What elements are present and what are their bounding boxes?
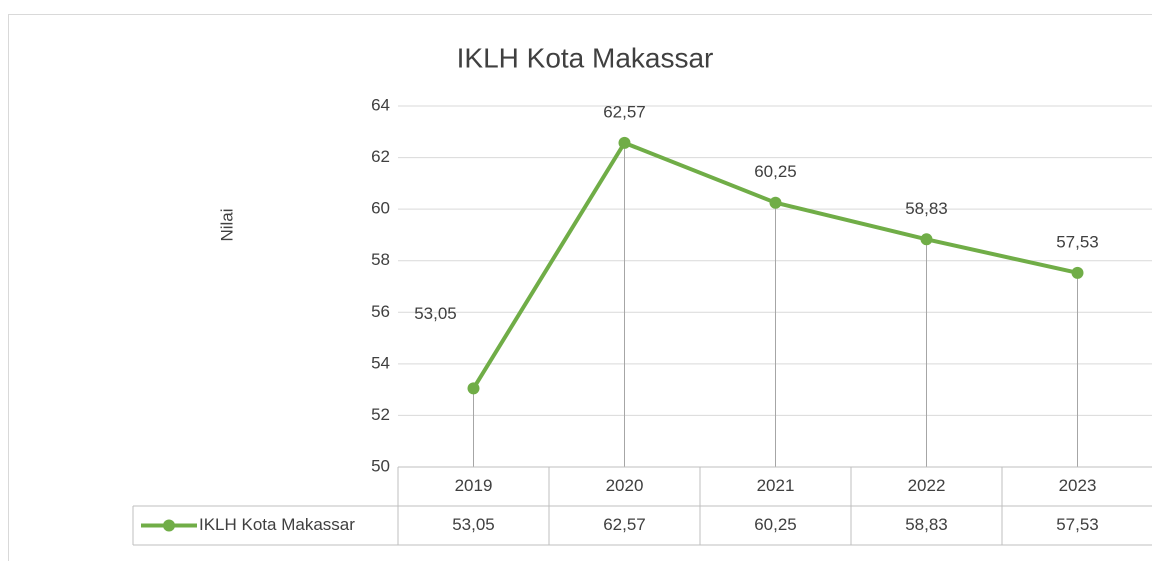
y-tick-label: 56: [371, 302, 390, 321]
y-axis-title: Nilai: [217, 208, 236, 241]
point: [468, 382, 480, 394]
y-tick-label: 50: [371, 456, 390, 475]
chart-border: [9, 15, 1152, 562]
data-label: 62,57: [603, 102, 646, 121]
point: [619, 137, 631, 149]
y-tick-label: 62: [371, 147, 390, 166]
data-label: 53,05: [414, 304, 457, 323]
y-tick-label: 64: [371, 95, 390, 114]
x-tick-label: 2021: [757, 476, 795, 495]
table-value: 58,83: [905, 515, 948, 534]
data-label: 60,25: [754, 162, 797, 181]
y-tick-label: 58: [371, 250, 390, 269]
data-label: 58,83: [905, 199, 948, 218]
y-tick-label: 54: [371, 353, 390, 372]
data-label: 57,53: [1056, 232, 1099, 251]
y-tick-label: 52: [371, 405, 390, 424]
x-tick-label: 2019: [455, 476, 493, 495]
table-value: 62,57: [603, 515, 646, 534]
x-tick-label: 2020: [606, 476, 644, 495]
chart-title: IKLH Kota Makassar: [457, 42, 714, 73]
x-tick-label: 2023: [1059, 476, 1097, 495]
point: [770, 197, 782, 209]
point: [921, 233, 933, 245]
x-tick-label: 2022: [908, 476, 946, 495]
table-value: 60,25: [754, 515, 797, 534]
point: [1072, 267, 1084, 279]
table-value: 53,05: [452, 515, 495, 534]
table-value: 57,53: [1056, 515, 1099, 534]
y-tick-label: 60: [371, 199, 390, 218]
legend-label: IKLH Kota Makassar: [199, 515, 355, 534]
legend-marker: [163, 520, 175, 532]
